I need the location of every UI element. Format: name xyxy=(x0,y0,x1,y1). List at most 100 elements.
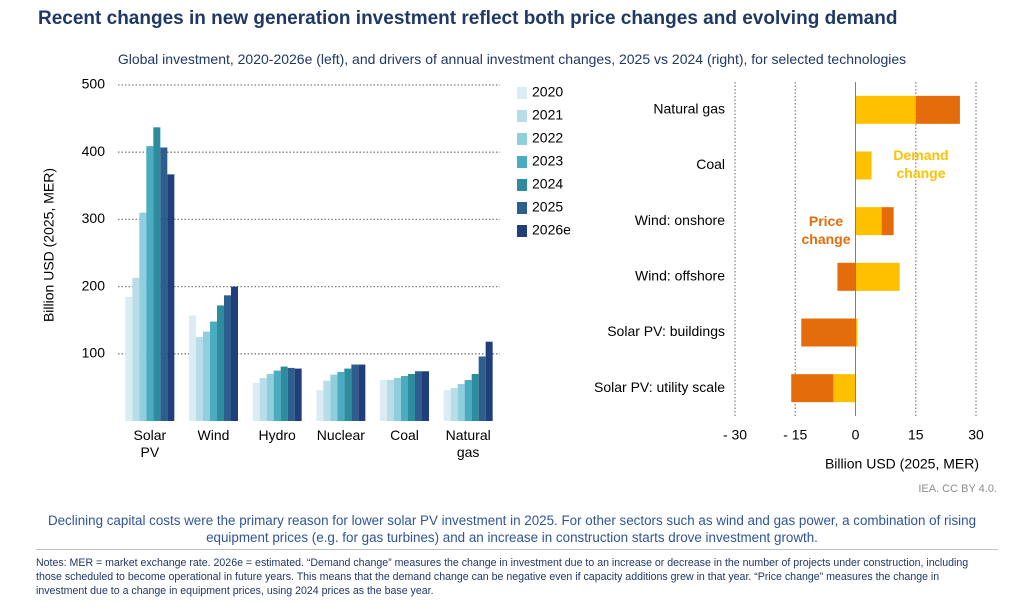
legend-swatch xyxy=(517,110,527,122)
x-tick-label: Natural gas xyxy=(445,427,491,460)
y-tick-label: Coal xyxy=(696,156,725,172)
bar xyxy=(323,380,331,421)
bar xyxy=(217,305,224,421)
legend-label: 2022 xyxy=(532,130,563,146)
bar xyxy=(422,371,429,421)
bar-segment xyxy=(855,95,916,124)
y-tick-label: 400 xyxy=(82,143,106,159)
y-tick-label: 500 xyxy=(82,76,106,92)
x-tick-label: Hydro xyxy=(258,427,296,443)
legend-swatch xyxy=(517,87,527,99)
bar xyxy=(160,147,168,421)
bar xyxy=(415,371,422,421)
bar xyxy=(485,341,493,421)
bar xyxy=(401,375,408,421)
bar-segment xyxy=(915,95,960,124)
y-tick-label: Wind: onshore xyxy=(635,212,725,228)
title: Recent changes in new generation investm… xyxy=(38,8,898,29)
legend-label: 2024 xyxy=(532,176,563,192)
bar xyxy=(457,384,465,421)
bar xyxy=(132,277,140,421)
bar-segment xyxy=(837,262,856,291)
legend-swatch xyxy=(517,179,527,191)
x-tick-label: Coal xyxy=(390,427,419,443)
bar xyxy=(408,373,415,421)
bar xyxy=(294,368,302,421)
bar xyxy=(139,212,147,421)
legend-swatch xyxy=(517,133,527,145)
bar-segment xyxy=(855,318,858,347)
series-annotation: Price change xyxy=(801,213,851,247)
caption: Declining capital costs were the primary… xyxy=(47,513,977,545)
bar xyxy=(380,380,387,421)
bar-segment xyxy=(855,207,882,236)
bar xyxy=(146,146,154,422)
bar xyxy=(153,127,161,421)
source: IEA. CC BY 4.0. xyxy=(918,483,997,495)
bar-segment xyxy=(881,207,894,236)
legend-swatch xyxy=(517,202,527,214)
bar xyxy=(224,295,231,421)
x-tick-label: 30 xyxy=(968,427,984,443)
bar xyxy=(252,382,260,421)
bar xyxy=(443,390,451,421)
bar xyxy=(287,367,295,421)
y-tick-label: 100 xyxy=(82,345,106,361)
x-tick-label: Solar PV xyxy=(133,427,167,460)
legend-swatch xyxy=(517,225,527,237)
x-tick-label: Wind xyxy=(197,427,230,443)
separator xyxy=(36,549,998,550)
y-tick-label: 300 xyxy=(82,210,106,226)
bar-segment xyxy=(855,262,900,291)
y-tick-label: 200 xyxy=(82,277,106,293)
bar xyxy=(358,364,366,421)
bar xyxy=(280,366,288,421)
bar xyxy=(259,377,267,421)
bar xyxy=(231,286,238,421)
bar-segment xyxy=(833,374,856,403)
bar xyxy=(125,296,133,421)
y-tick-label: Wind: offshore xyxy=(635,268,725,284)
x-tick-label: Nuclear xyxy=(316,427,365,443)
y-tick-label: Solar PV: buildings xyxy=(607,323,725,339)
bar xyxy=(167,174,175,421)
legend-swatch xyxy=(517,156,527,168)
x-tick-label: 15 xyxy=(908,427,924,443)
x-tick-label: 0 xyxy=(852,427,860,443)
legend-label: 2025 xyxy=(532,199,563,215)
bar xyxy=(387,380,394,421)
legend-label: 2026e xyxy=(532,222,571,238)
subtitle: Global investment, 2020-2026e (left), an… xyxy=(117,51,907,67)
bar xyxy=(450,388,458,421)
bar xyxy=(316,390,324,421)
legend-label: 2021 xyxy=(532,107,563,123)
bar xyxy=(210,321,217,421)
y-axis-title: Billion USD (2025, MER) xyxy=(41,168,57,322)
legend-label: 2023 xyxy=(532,153,563,169)
bar xyxy=(337,371,345,421)
bar xyxy=(189,315,196,421)
x-axis-title: Billion USD (2025, MER) xyxy=(825,456,979,472)
bar xyxy=(464,380,472,421)
bar-segment xyxy=(855,151,872,180)
bar xyxy=(330,374,338,421)
bar xyxy=(478,356,486,421)
series-annotation: Demand change xyxy=(893,147,949,181)
legend-label: 2020 xyxy=(532,84,563,100)
bar xyxy=(351,364,359,421)
y-tick-label: Solar PV: utility scale xyxy=(594,379,725,395)
x-tick-label: - 15 xyxy=(783,427,807,443)
bar xyxy=(196,337,203,421)
bar xyxy=(203,331,210,421)
y-tick-label: Natural gas xyxy=(653,101,725,117)
bar xyxy=(471,373,479,421)
bar xyxy=(394,377,401,421)
bar xyxy=(273,370,281,421)
bar-segment xyxy=(801,318,856,347)
notes: Notes: MER = market exchange rate. 2026e… xyxy=(36,557,969,597)
x-tick-label: - 30 xyxy=(723,427,747,443)
bar-segment xyxy=(791,374,834,403)
bar xyxy=(344,368,352,421)
